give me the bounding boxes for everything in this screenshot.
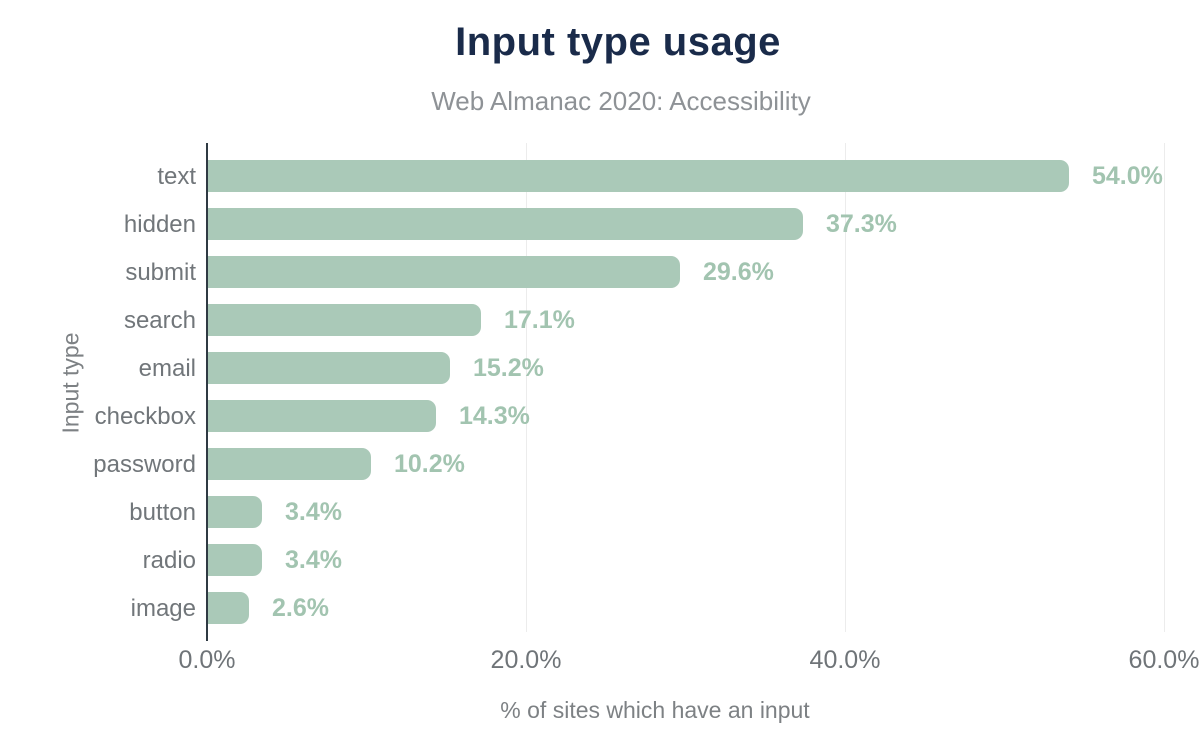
x-tick-label: 60.0%	[1128, 646, 1200, 674]
category-label-text: text	[157, 163, 196, 190]
value-label-button: 3.4%	[285, 498, 342, 526]
category-label-button: button	[129, 499, 196, 526]
bar-radio	[208, 544, 262, 576]
value-label-search: 17.1%	[504, 306, 575, 334]
chart-subtitle: Web Almanac 2020: Accessibility	[431, 86, 811, 116]
bar-button	[208, 496, 262, 528]
gridline	[845, 143, 846, 632]
gridline	[1164, 143, 1165, 632]
bar-email	[208, 352, 450, 384]
value-label-text: 54.0%	[1092, 162, 1163, 190]
value-label-email: 15.2%	[473, 354, 544, 382]
bar-text	[208, 160, 1069, 192]
category-label-search: search	[123, 307, 196, 334]
category-label-password: password	[93, 451, 196, 478]
bar-search	[208, 304, 481, 336]
x-tick-label: 0.0%	[178, 646, 236, 674]
plot-area: 54.0% 37.3% 29.6% 17.1% 15.2% 14.3% 10.2% 3.4% 3…	[207, 143, 1165, 632]
bar-hidden	[208, 208, 803, 240]
gridline	[526, 143, 527, 632]
bar-password	[208, 448, 371, 480]
category-label-image: image	[130, 595, 196, 622]
category-label-hidden: hidden	[123, 211, 196, 238]
category-label-checkbox: checkbox	[94, 403, 196, 430]
value-label-image: 2.6%	[272, 594, 329, 622]
category-label-submit: submit	[125, 259, 196, 286]
bar-image	[208, 592, 249, 624]
bar-checkbox	[208, 400, 436, 432]
value-label-checkbox: 14.3%	[459, 402, 530, 430]
x-tick-label: 40.0%	[809, 646, 881, 674]
chart-title: Input type usage	[455, 20, 781, 64]
value-label-radio: 3.4%	[285, 546, 342, 574]
value-label-submit: 29.6%	[703, 258, 774, 286]
category-label-radio: radio	[142, 547, 196, 574]
value-label-password: 10.2%	[394, 450, 465, 478]
x-axis-title: % of sites which have an input	[500, 697, 810, 723]
y-axis-line	[206, 143, 208, 641]
value-label-hidden: 37.3%	[826, 210, 897, 238]
x-tick-label: 20.0%	[490, 646, 562, 674]
bar-submit	[208, 256, 680, 288]
category-label-email: email	[138, 355, 196, 382]
